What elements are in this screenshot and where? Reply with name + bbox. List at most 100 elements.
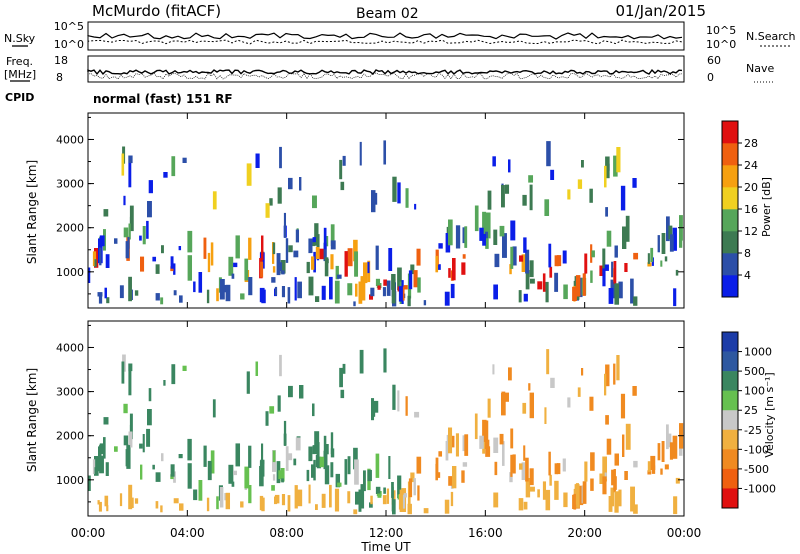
velocity-cell (445, 441, 449, 461)
power-cell (485, 238, 489, 249)
power-cell (397, 267, 402, 291)
velocity-cell (88, 475, 91, 491)
power-cell (392, 176, 397, 202)
power-cell (308, 238, 313, 254)
velocity-cell (392, 499, 396, 515)
power-cell (163, 172, 168, 178)
power-cell (633, 252, 639, 260)
power-cell (353, 301, 356, 307)
velocity-cell (293, 458, 297, 466)
power-cell (94, 248, 99, 268)
power-cell (272, 266, 276, 273)
velocity-cell (347, 491, 351, 504)
power-cell (605, 156, 610, 179)
nave-line (87, 72, 683, 80)
velocity-cell (377, 493, 382, 498)
power-cell (382, 287, 386, 297)
power-cell (261, 235, 264, 261)
power-cell (235, 235, 240, 259)
power-yaxis-tick-1: 2000 (56, 222, 84, 235)
velocity-cell (330, 432, 334, 455)
x-tick-6: 00:00 (667, 526, 702, 540)
power-cell (410, 264, 415, 275)
velocity-cell (614, 453, 620, 466)
power-cell (578, 277, 583, 298)
velocity-cell (299, 385, 304, 399)
velocity-cell (246, 371, 250, 394)
power-cell (272, 242, 276, 255)
power-cell (337, 274, 342, 279)
power-cell (170, 256, 174, 269)
velocity-cell (544, 407, 547, 424)
velocity-cell (248, 445, 252, 468)
power-cell (575, 275, 581, 297)
velocity-cell (622, 434, 625, 457)
power-cell (502, 233, 507, 258)
velocity-cell (173, 498, 179, 504)
velocity-cell (231, 481, 235, 487)
power-cell (464, 226, 468, 248)
velocity-cell (373, 400, 379, 413)
velocity-cell (198, 480, 203, 501)
power-cell (487, 190, 492, 210)
velocity-cell (613, 469, 616, 493)
noise-search-line (87, 39, 683, 45)
power-cell (523, 293, 528, 302)
power-cell (455, 225, 461, 249)
power-cell (140, 256, 145, 272)
velocity-cell (316, 442, 320, 458)
power-cell (212, 191, 217, 210)
power-cell (233, 262, 238, 268)
velocity-cell (647, 461, 651, 472)
power-cell (508, 159, 511, 173)
velocity-cell (297, 489, 303, 507)
power-cell (482, 211, 487, 235)
power-cell (155, 293, 160, 301)
power-cell (123, 195, 126, 206)
vel-cbar-swatch-6 (722, 449, 738, 470)
velocity-cell (281, 478, 284, 483)
velocity-cell (455, 433, 459, 457)
velocity-cell (104, 495, 109, 507)
velocity-cell (448, 427, 453, 454)
velocity-cell (353, 509, 358, 515)
velocity-cell (119, 493, 123, 507)
power-cell (319, 248, 324, 260)
vel-cbar-swatch-5 (722, 429, 738, 450)
power-cell (505, 184, 510, 194)
velocity-cell (360, 484, 365, 509)
velocity-heatmap-cells (88, 348, 684, 515)
power-cell (99, 247, 102, 266)
power-cell (98, 293, 103, 304)
power-cell (182, 157, 187, 163)
velocity-cell (335, 473, 341, 488)
velocity-cell (529, 468, 534, 486)
power-cell (299, 177, 302, 191)
power-cell (550, 169, 555, 180)
velocity-cell (274, 494, 280, 504)
power-cell (285, 238, 289, 263)
velocity-cell (219, 487, 224, 508)
velocity-cell (324, 465, 330, 485)
power-cell (329, 276, 333, 300)
velocity-cell (397, 475, 402, 499)
power-cell (548, 243, 552, 268)
velocity-cell (510, 454, 513, 477)
velocity-cell (139, 443, 143, 449)
power-cell (673, 288, 677, 307)
velocity-cell (340, 389, 345, 399)
power-cell (103, 209, 109, 217)
power-cell (582, 273, 586, 296)
x-axis: 00:00 04:00 08:00 12:00 16:00 20:00 00:00 (71, 113, 702, 540)
power-cell (510, 246, 514, 269)
power-cell (152, 256, 157, 262)
velocity-cell (657, 443, 661, 461)
power-cell (397, 182, 401, 204)
velocity-cell (633, 504, 638, 514)
velocity-cell (99, 455, 104, 474)
power-cell (589, 188, 593, 203)
velocity-cell (521, 462, 526, 480)
velocity-cell (523, 445, 526, 461)
power-cell (549, 266, 553, 278)
power-cell (512, 246, 517, 266)
